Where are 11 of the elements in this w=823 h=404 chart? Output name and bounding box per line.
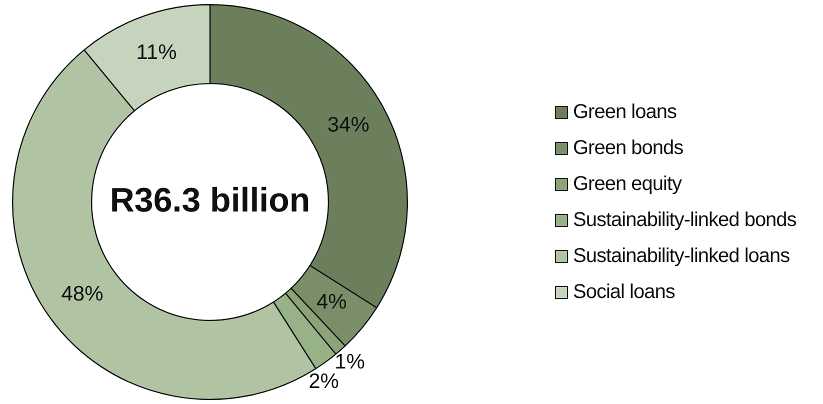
legend-label: Social loans — [573, 280, 675, 304]
data-label: 11% — [136, 41, 177, 64]
legend-label: Green bonds — [573, 136, 684, 160]
legend-label: Sustainability-linked bonds — [573, 208, 796, 232]
legend-label: Green loans — [573, 100, 676, 124]
data-label: 34% — [327, 114, 370, 137]
legend-label: Sustainability-linked loans — [573, 244, 790, 268]
legend-label: Green equity — [573, 172, 682, 196]
text: R36.3 billion — [110, 181, 310, 220]
data-label: 4% — [316, 290, 347, 314]
data-label: 48% — [61, 282, 104, 306]
